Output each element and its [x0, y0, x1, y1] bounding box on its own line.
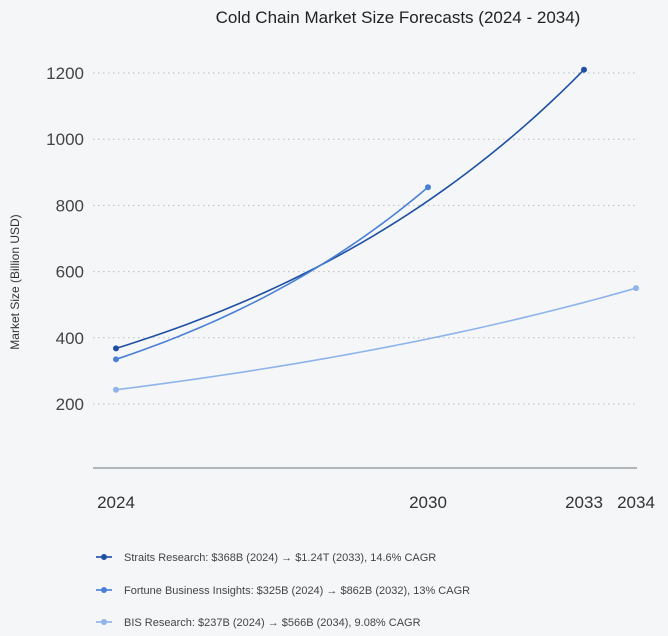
- series-line: [115, 287, 637, 391]
- data-point: [633, 285, 639, 292]
- x-tick-label: 2034: [617, 493, 655, 512]
- legend-swatch-dot: [101, 554, 107, 560]
- x-tick-label: 2033: [565, 493, 603, 512]
- x-axis-ticks: 2024 2030 2033 2034: [97, 493, 655, 512]
- legend-item-label: Straits Research: $368B (2024) → $1.24T …: [124, 552, 436, 564]
- data-point: [113, 386, 119, 393]
- y-tick-label: 800: [56, 196, 84, 215]
- legend-swatch-dot: [101, 587, 107, 593]
- x-tick-label: 2030: [409, 493, 447, 512]
- data-point: [425, 184, 431, 191]
- y-tick-label: 600: [56, 263, 84, 282]
- y-tick-label: 1200: [46, 64, 84, 83]
- legend-item-label: Fortune Business Insights: $325B (2024) …: [124, 585, 470, 597]
- y-axis-label: Market Size (Billion USD): [8, 214, 22, 349]
- series-line: [115, 186, 429, 361]
- y-tick-label: 400: [56, 329, 84, 348]
- grid: [93, 72, 637, 405]
- series-line: [115, 69, 585, 350]
- x-tick-label: 2024: [97, 493, 135, 512]
- series-lines: [113, 66, 639, 393]
- data-point: [581, 66, 587, 73]
- legend-swatch-dot: [101, 619, 107, 625]
- y-tick-label: 200: [56, 395, 84, 414]
- data-point: [113, 356, 119, 363]
- legend-item-label: BIS Research: $237B (2024) → $566B (2034…: [124, 617, 421, 629]
- data-point: [113, 345, 119, 352]
- y-tick-label: 1000: [46, 130, 84, 149]
- y-axis-ticks: 200 400 600 800 1000 1200: [46, 64, 84, 414]
- legend: Straits Research: $368B (2024) → $1.24T …: [96, 552, 470, 629]
- chart-title: Cold Chain Market Size Forecasts (2024 -…: [216, 8, 581, 27]
